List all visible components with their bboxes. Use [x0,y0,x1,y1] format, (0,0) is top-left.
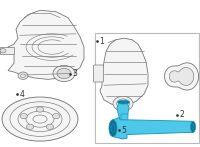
Text: 3: 3 [73,69,77,78]
FancyBboxPatch shape [93,65,104,82]
Circle shape [113,96,133,111]
Polygon shape [117,101,129,120]
Circle shape [53,113,60,119]
Circle shape [36,107,44,112]
Circle shape [46,124,54,130]
Ellipse shape [190,121,196,132]
Text: 2: 2 [180,110,184,119]
Text: 5: 5 [122,126,126,135]
Circle shape [20,113,27,119]
Ellipse shape [118,100,130,104]
Polygon shape [113,116,193,139]
Text: 1: 1 [100,37,104,46]
Polygon shape [169,67,194,85]
Polygon shape [100,38,148,106]
Circle shape [117,99,129,108]
Ellipse shape [111,124,115,132]
Ellipse shape [109,120,117,137]
Circle shape [0,49,6,53]
Text: 4: 4 [20,90,24,99]
Polygon shape [165,63,199,90]
Circle shape [57,68,71,79]
Circle shape [18,72,28,79]
Ellipse shape [192,124,194,130]
Circle shape [53,65,75,82]
Ellipse shape [121,101,126,103]
FancyBboxPatch shape [121,114,128,120]
Circle shape [26,124,34,130]
Polygon shape [8,10,84,79]
Polygon shape [0,47,14,54]
Ellipse shape [2,97,78,141]
